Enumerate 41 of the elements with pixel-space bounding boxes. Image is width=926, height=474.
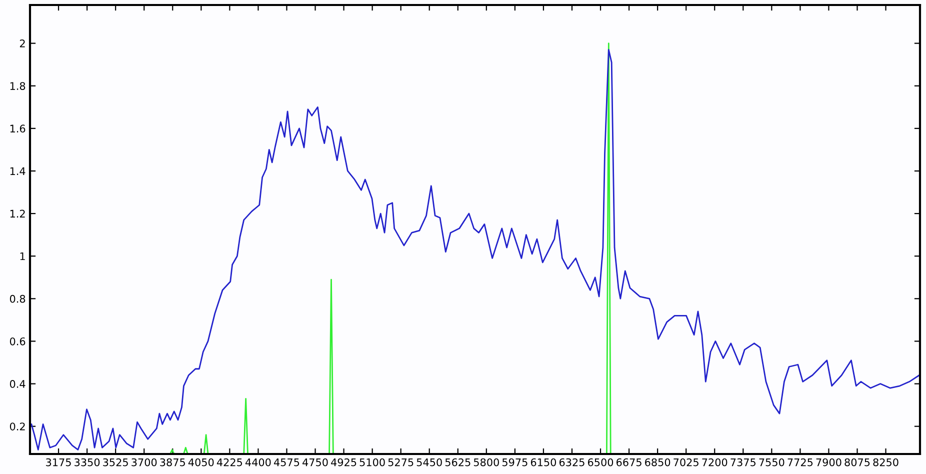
y-tick-label: 2 bbox=[20, 40, 25, 48]
x-tick-label: 5625 bbox=[445, 458, 470, 466]
x-tick-label: 8075 bbox=[844, 458, 870, 466]
x-tick-label: 5450 bbox=[416, 458, 442, 466]
x-tick-label: 3875 bbox=[160, 458, 185, 466]
x-tick-label: 6325 bbox=[559, 458, 584, 466]
x-tick-label: 5100 bbox=[360, 458, 385, 466]
x-tick-label: 6500 bbox=[588, 458, 614, 466]
x-tick-label: 4750 bbox=[302, 458, 328, 466]
y-tick-label: 0.4 bbox=[10, 380, 26, 388]
y-tick-label: 1 bbox=[20, 252, 25, 260]
x-tick-label: 7550 bbox=[759, 458, 784, 466]
x-tick-label: 8250 bbox=[873, 458, 898, 466]
line-series bbox=[30, 48, 920, 450]
x-tick-label: 4050 bbox=[188, 458, 214, 466]
x-tick-label: 3525 bbox=[103, 458, 128, 466]
x-tick-label: 7375 bbox=[730, 458, 756, 466]
x-tick-label: 7025 bbox=[674, 458, 698, 466]
y-tick-label: 1.4 bbox=[10, 167, 26, 175]
y-tick-label: 0.6 bbox=[10, 337, 26, 346]
x-tick-label: 4925 bbox=[331, 458, 356, 466]
y-tick-label: 0.2 bbox=[10, 422, 25, 430]
x-tick-label: 6850 bbox=[645, 458, 670, 466]
x-tick-label: 3175 bbox=[46, 458, 71, 466]
x-tick-label: 5275 bbox=[388, 458, 414, 466]
x-tick-label: 5800 bbox=[474, 458, 499, 466]
x-tick-label: 6675 bbox=[616, 458, 642, 466]
x-tick-label: 4400 bbox=[245, 458, 271, 466]
x-tick-label: 4225 bbox=[216, 458, 242, 466]
y-tick-label: 1.6 bbox=[10, 124, 26, 133]
x-tick-label: 3350 bbox=[74, 458, 100, 466]
y-tick-label: 1.8 bbox=[10, 82, 26, 90]
x-tick-label: 5975 bbox=[502, 458, 528, 466]
x-tick-label: 3700 bbox=[132, 458, 157, 466]
x-tick-label: 7725 bbox=[788, 458, 813, 466]
y-tick-label: 1.2 bbox=[10, 210, 25, 218]
y-tick-label: 0.8 bbox=[10, 294, 26, 303]
x-tick-label: 7900 bbox=[816, 458, 842, 466]
x-tick-label: 6150 bbox=[530, 458, 556, 466]
x-tick-label: 7200 bbox=[702, 458, 728, 466]
x-tick-label: 4575 bbox=[274, 458, 300, 466]
